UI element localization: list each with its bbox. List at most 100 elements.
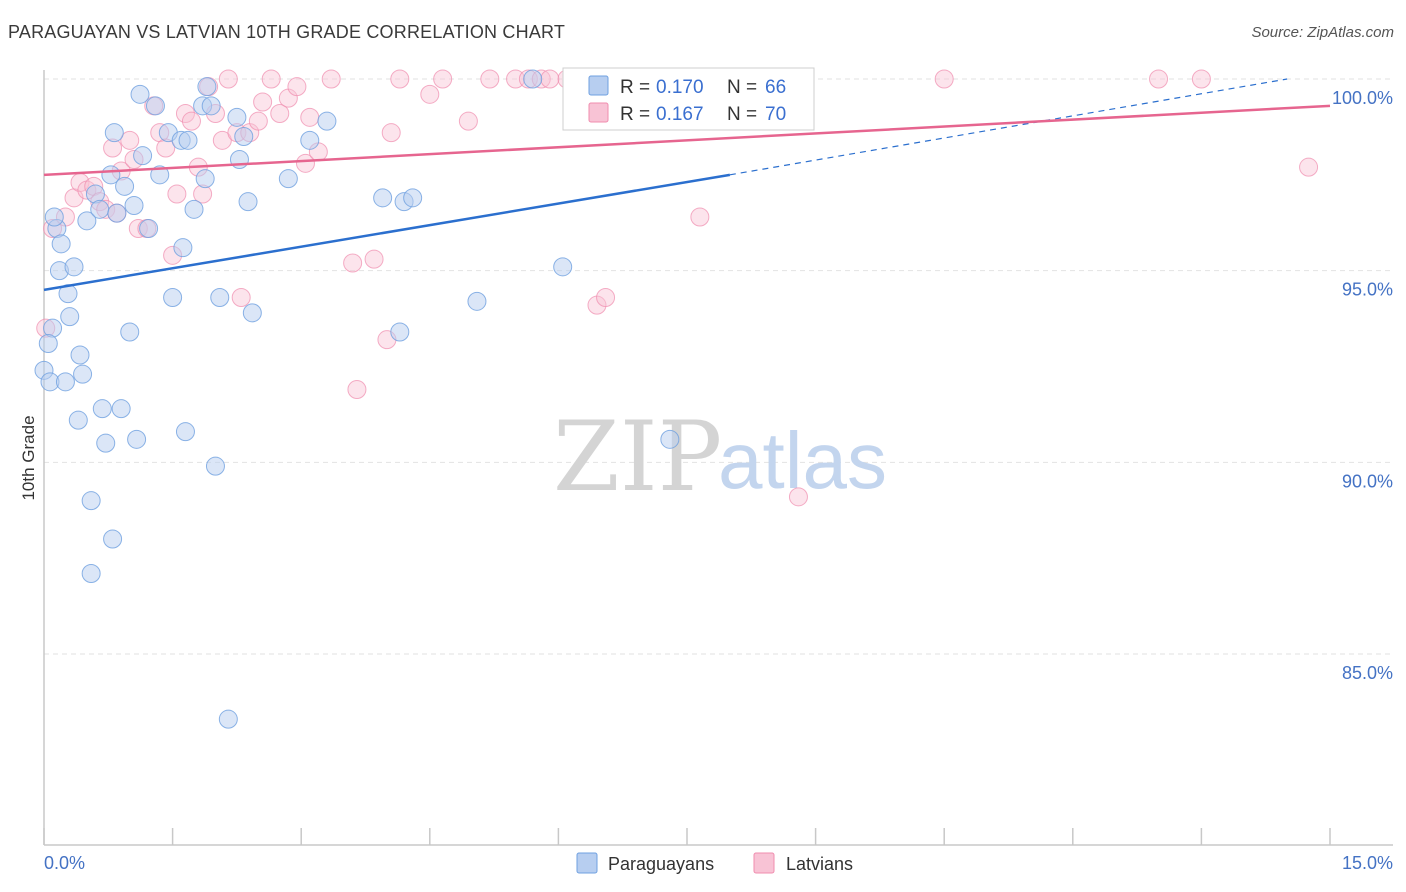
latvians-point-48 [420,84,440,104]
paraguayans-point-19 [96,433,116,453]
x-tick-label-min: 0.0% [44,853,85,873]
paraguayans-point-62 [553,257,573,277]
latvians-point-34 [261,69,281,89]
paraguayans-point-11 [70,345,90,365]
paraguayans-point-59 [403,188,423,208]
paraguayans-points [34,69,680,729]
series-legend: Paraguayans Latvians [576,852,853,874]
latvians-point-43 [347,380,367,399]
y-axis-label: 10th Grade [19,415,38,500]
paraguayans-point-51 [238,192,258,212]
latvians-point-47 [390,69,410,89]
paraguayans-point-15 [81,491,101,511]
latvians-point-42 [343,253,363,273]
paraguayans-point-46 [210,288,230,307]
legend-r-label-latvians: R = [620,104,650,125]
latvians-trend-line [43,104,1331,177]
latvians-point-50 [458,111,478,131]
paraguayans-point-9 [64,257,84,277]
y-tick-label-1: 90.0% [1342,471,1393,491]
paraguayans-point-6 [55,372,75,392]
paraguayans-trend-line [43,173,731,292]
paraguayans-point-53 [278,169,298,189]
paraguayans-point-25 [115,176,135,196]
y-tick-label-3: 100.0% [1332,88,1393,108]
paraguayans-point-45 [205,456,225,476]
paraguayans-point-52 [242,303,262,323]
legend-r-value-latvians: 0.167 [656,104,704,125]
latvians-point-63 [788,487,808,507]
stats-legend: R = 0.170 N = 66 R = 0.167 N = 70 [562,67,815,131]
latvians-point-57 [596,288,616,307]
paraguayans-point-10 [68,410,88,430]
paraguayans-point-47 [218,709,238,729]
paraguayans-point-60 [523,69,543,89]
legend-r-label-paraguayans: R = [620,77,650,98]
paraguayans-point-21 [103,529,123,549]
paraguayans-point-13 [77,211,97,231]
paraguayans-point-65 [44,207,64,227]
y-tick-label-2: 95.0% [1342,280,1393,300]
paraguayans-point-8 [60,307,80,327]
bottom-legend-swatch-latvians [753,852,775,874]
latvians-point-22 [181,111,201,131]
latvians-point-67 [1299,157,1319,177]
paraguayans-point-50 [234,127,254,146]
latvians-point-66 [1191,69,1211,89]
latvians-point-12 [120,130,140,150]
y-tick-label-0: 85.0% [1342,663,1393,683]
legend-r-value-paraguayans: 0.170 [656,77,704,98]
chart-title: PARAGUAYAN VS LATVIAN 10TH GRADE CORRELA… [8,22,566,42]
legend-n-label-latvians: N = [727,104,757,125]
paraguayans-point-38 [175,422,195,442]
paraguayans-point-37 [173,238,193,258]
legend-n-value-latvians: 70 [765,104,786,125]
paraguayans-point-61 [467,291,487,311]
bottom-legend-label-paraguayans: Paraguayans [608,854,714,874]
paraguayans-point-18 [92,399,112,419]
paraguayans-point-33 [150,165,170,185]
paraguayans-point-44 [201,96,221,116]
source-label: Source: ZipAtlas.com [1251,24,1394,41]
latvians-point-21 [175,104,195,123]
paraguayans-point-55 [317,111,337,131]
latvians-point-20 [167,184,187,204]
y-tick-labels: 85.0% 90.0% 95.0% 100.0% [1332,88,1393,683]
paraguayans-point-23 [107,203,127,223]
latvians-point-46 [381,123,401,143]
paraguayans-point-42 [195,169,215,189]
paraguayans-point-28 [127,429,147,449]
paraguayans-point-26 [120,322,140,342]
axes [43,70,1393,846]
paraguayans-point-39 [178,130,198,150]
paraguayans-point-29 [130,84,150,104]
latvians-point-49 [433,69,453,89]
latvians-point-28 [218,69,238,89]
latvians-point-61 [690,207,710,227]
paraguayans-point-54 [300,130,320,150]
paraguayans-point-27 [124,196,144,215]
latvians-point-38 [295,153,315,173]
paraguayans-point-14 [81,564,101,583]
bottom-legend-label-latvians: Latvians [786,854,853,874]
paraguayans-point-31 [139,219,159,238]
paraguayans-point-17 [90,199,110,219]
paraguayans-point-48 [227,107,247,127]
x-tick-label-max: 15.0% [1342,853,1393,873]
paraguayans-point-32 [145,96,165,116]
latvians-point-51 [480,69,500,89]
paraguayans-point-40 [184,199,204,219]
paraguayans-point-63 [660,429,680,449]
latvians-point-65 [1149,69,1169,89]
paraguayans-point-5 [51,234,71,254]
paraguayans-point-24 [111,399,131,419]
paraguayans-point-64 [38,334,58,353]
paraguayans-point-22 [104,123,124,143]
legend-swatch-paraguayans [588,75,609,96]
latvians-point-39 [300,107,320,127]
latvians-point-41 [321,69,341,89]
watermark-atlas: atlas [718,416,887,505]
watermark-zip: ZIP [553,401,722,513]
latvians-point-37 [287,77,307,97]
